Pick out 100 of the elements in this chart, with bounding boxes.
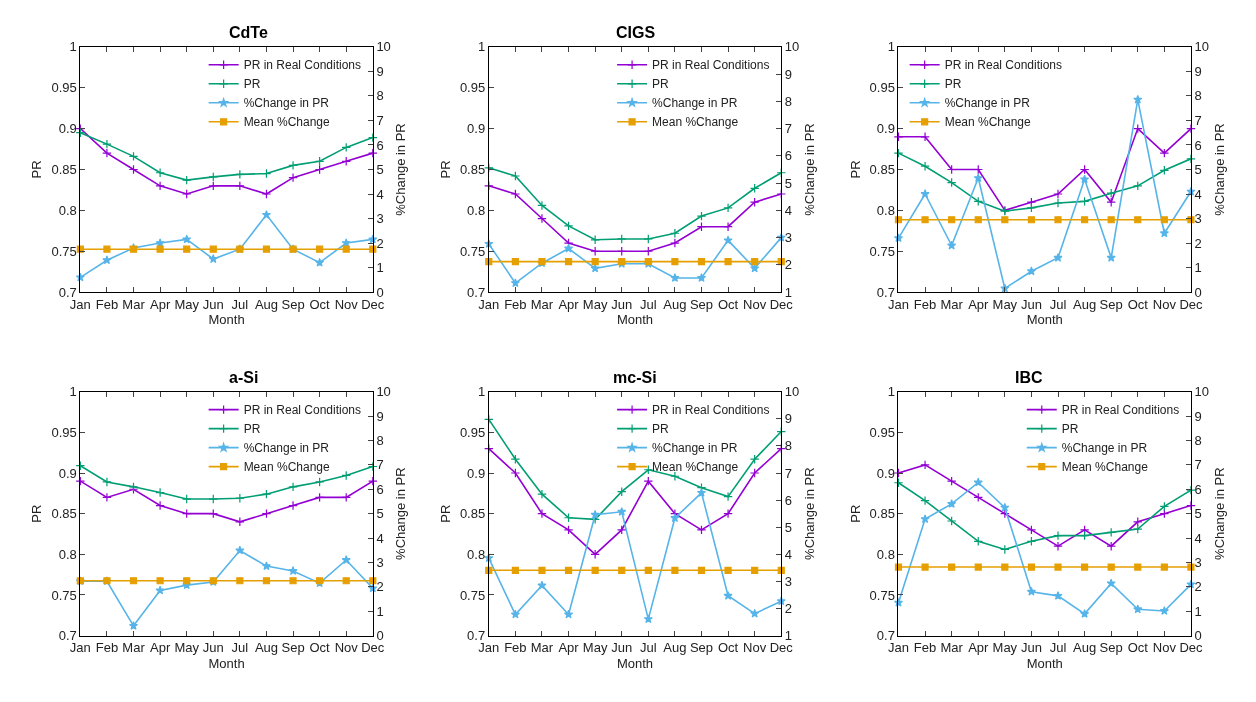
- y-tick-label: 1: [477, 384, 486, 400]
- y2-tick-label: 4: [1194, 186, 1202, 202]
- x-tick-label: Mar: [122, 296, 146, 312]
- x-tick-label: Apr: [149, 640, 171, 656]
- x-tick-label: Nov: [334, 296, 359, 312]
- x-axis-title: Month: [1026, 655, 1063, 671]
- x-tick-label: Nov: [1152, 640, 1177, 656]
- x-tick-label: Jun: [1020, 640, 1042, 656]
- y-tick-label: 0.85: [51, 162, 77, 178]
- y2-tick-label: 4: [1194, 530, 1202, 546]
- y2-tick-label: 10: [376, 384, 391, 400]
- y2-tick-label: 2: [376, 235, 384, 251]
- legend-label: Mean %Change: [243, 115, 331, 130]
- x-tick-label: May: [992, 296, 1018, 312]
- legend-label: PR: [243, 77, 261, 92]
- y-axis-title: PR: [437, 504, 453, 523]
- y2-tick-label: 8: [1194, 88, 1202, 104]
- x-tick-label: Oct: [1127, 296, 1149, 312]
- x-axis-title: Month: [616, 312, 654, 328]
- x-tick-label: Apr: [968, 296, 990, 312]
- y-tick-label: 0.8: [467, 202, 486, 218]
- y2-axis-title: %Change in PR: [801, 467, 817, 560]
- legend-label: %Change in PR: [652, 441, 738, 456]
- x-tick-label: Sep: [281, 640, 305, 656]
- x-axis-title: Month: [1026, 312, 1063, 328]
- x-tick-label: May: [174, 640, 200, 656]
- x-axis-title: Month: [616, 655, 654, 671]
- y2-tick-label: 9: [784, 411, 793, 427]
- x-tick-label: Nov: [743, 640, 767, 656]
- chart-title: a-Si: [229, 369, 259, 386]
- legend-label: PR in Real Conditions: [1061, 403, 1180, 418]
- y2-tick-label: 5: [376, 506, 384, 522]
- y2-tick-label: 2: [1194, 579, 1202, 595]
- y2-tick-label: 8: [784, 93, 793, 109]
- y2-tick-label: 7: [784, 465, 793, 481]
- y-tick-label: 0.8: [467, 546, 486, 562]
- y2-tick-label: 10: [1194, 384, 1210, 400]
- y2-tick-label: 3: [1194, 554, 1202, 570]
- chart-title: mc-Si: [613, 369, 657, 386]
- y2-tick-label: 5: [1194, 162, 1202, 178]
- x-tick-label: Jul: [640, 640, 657, 656]
- y-tick-label: 0.8: [58, 202, 77, 218]
- y2-tick-label: 1: [1194, 260, 1202, 276]
- x-tick-label: Aug: [1073, 640, 1097, 656]
- y-tick-label: 0.75: [869, 587, 895, 603]
- y2-tick-label: 6: [376, 481, 384, 497]
- y2-tick-label: 3: [376, 554, 384, 570]
- y-tick-label: 0.9: [876, 465, 895, 481]
- y2-tick-label: 2: [784, 257, 793, 273]
- y2-tick-label: 4: [784, 546, 793, 562]
- x-tick-label: Sep: [1099, 640, 1123, 656]
- x-tick-label: Sep: [281, 296, 305, 312]
- x-tick-label: Jun: [611, 296, 633, 312]
- y2-tick-label: 6: [784, 148, 793, 164]
- legend-label: Mean %Change: [944, 115, 1032, 130]
- y-tick-label: 0.95: [51, 80, 77, 96]
- y2-tick-label: 2: [784, 601, 793, 617]
- chart-title: CIGS: [616, 24, 656, 41]
- y2-tick-label: 8: [376, 433, 384, 449]
- y2-tick-label: 3: [376, 211, 384, 227]
- y2-axis-title: %Change in PR: [393, 123, 409, 216]
- y2-tick-label: 8: [784, 438, 793, 454]
- y-tick-label: 1: [887, 39, 895, 55]
- x-tick-label: Feb: [504, 296, 527, 312]
- y-tick-label: 0.9: [876, 121, 895, 137]
- legend-label: %Change in PR: [243, 96, 330, 111]
- y-tick-label: 0.75: [459, 587, 486, 603]
- y2-tick-label: 10: [376, 39, 391, 55]
- x-tick-label: Mar: [530, 640, 554, 656]
- y-tick-label: 1: [887, 384, 895, 400]
- y-axis-title: PR: [847, 504, 863, 523]
- y2-tick-label: 7: [784, 121, 793, 137]
- x-tick-label: Feb: [504, 640, 527, 656]
- y-tick-label: 0.95: [459, 424, 486, 440]
- y2-tick-label: 9: [376, 408, 384, 424]
- y2-axis-title: %Change in PR: [801, 123, 817, 216]
- y-tick-label: 1: [69, 384, 77, 400]
- x-tick-label: Jul: [1049, 296, 1067, 312]
- y2-tick-label: 8: [1194, 433, 1202, 449]
- x-tick-label: Jun: [202, 296, 224, 312]
- x-tick-label: Apr: [558, 296, 580, 312]
- x-tick-label: Jun: [202, 640, 224, 656]
- x-tick-label: Aug: [663, 296, 687, 312]
- y2-tick-label: 2: [376, 579, 384, 595]
- y2-tick-label: 3: [784, 573, 793, 589]
- y2-tick-label: 9: [1194, 63, 1202, 79]
- x-tick-label: Oct: [309, 296, 331, 312]
- y2-tick-label: 7: [376, 457, 384, 473]
- x-tick-label: May: [582, 296, 608, 312]
- y2-tick-label: 10: [784, 39, 800, 55]
- legend-label: PR: [652, 77, 670, 92]
- y-axis-title: PR: [29, 160, 45, 179]
- y-tick-label: 0.85: [459, 162, 486, 178]
- y2-tick-label: 9: [376, 63, 384, 79]
- x-tick-label: Sep: [689, 640, 714, 656]
- x-tick-label: Aug: [254, 640, 279, 656]
- legend-label: Mean %Change: [652, 115, 739, 130]
- y2-tick-label: 5: [376, 162, 384, 178]
- y2-tick-label: 2: [1194, 235, 1202, 251]
- y-tick-label: 0.9: [467, 465, 486, 481]
